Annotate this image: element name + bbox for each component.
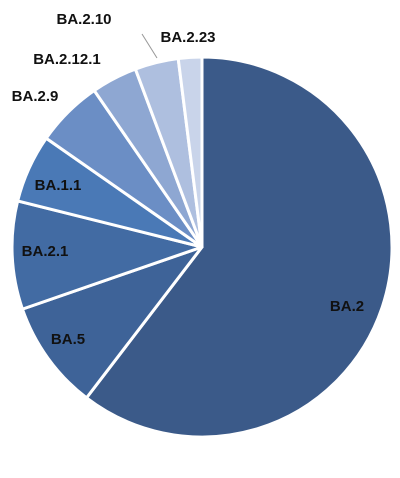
pie-slice bbox=[84, 55, 394, 439]
leader-line bbox=[141, 33, 158, 59]
pie-slice bbox=[10, 199, 204, 311]
slice-label: BA.2.10 bbox=[56, 11, 111, 28]
slice-label: BA.2.9 bbox=[12, 88, 59, 105]
pie-slice bbox=[20, 245, 204, 400]
slice-label: BA.2.23 bbox=[160, 29, 215, 46]
slice-label: BA.1.1 bbox=[35, 177, 82, 194]
slice-label: BA.2.1 bbox=[22, 243, 69, 260]
slice-label: BA.2 bbox=[330, 298, 364, 315]
slice-label: BA.5 bbox=[51, 331, 85, 348]
slice-label: BA.2.12.1 bbox=[33, 51, 101, 68]
pie-slice bbox=[176, 55, 204, 249]
